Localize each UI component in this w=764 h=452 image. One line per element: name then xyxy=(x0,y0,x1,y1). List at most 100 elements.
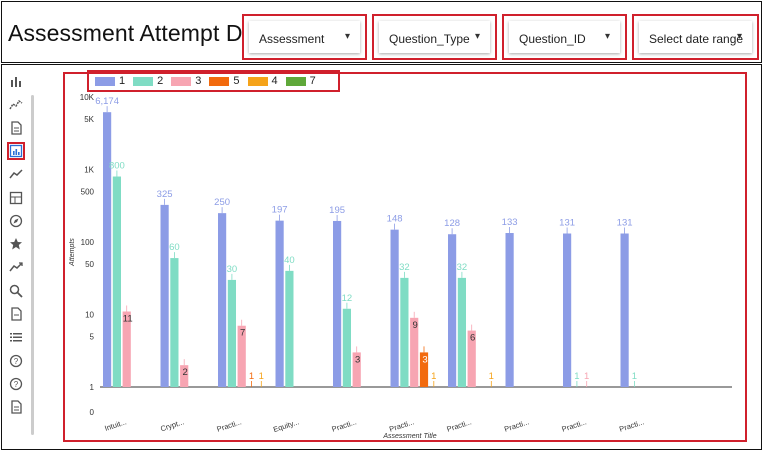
bar-series-2 xyxy=(227,279,236,387)
legend-label: 1 xyxy=(119,75,126,87)
date-range-filter[interactable]: Select date range ▾ xyxy=(632,14,759,60)
bar-data-label: 1 xyxy=(431,371,436,382)
legend-item-2[interactable]: 2 xyxy=(133,75,163,87)
question-type-dropdown[interactable]: Question_Type ▾ xyxy=(379,21,490,53)
sidebar-compass-button[interactable] xyxy=(7,212,25,230)
bar-data-label: 12 xyxy=(342,293,353,304)
chevron-down-icon: ▾ xyxy=(604,31,610,42)
bar-data-label: 1 xyxy=(574,371,579,382)
legend-item-7[interactable]: 7 xyxy=(285,75,316,87)
x-tick-label: Equity... xyxy=(272,417,300,434)
sidebar-document-button[interactable] xyxy=(7,119,25,137)
bar-series-2 xyxy=(400,277,409,387)
date-range-filter-label: Select date range xyxy=(649,32,744,46)
list-icon xyxy=(10,333,22,342)
sidebar-page-button[interactable] xyxy=(7,398,25,416)
y-tick-label: 100 xyxy=(81,238,95,247)
assessment-dropdown[interactable]: Assessment ▾ xyxy=(249,21,360,53)
legend-label: 4 xyxy=(271,75,278,87)
x-tick-label: Practi... xyxy=(388,417,415,433)
y-tick-label: 10 xyxy=(85,311,94,320)
question-id-filter[interactable]: Question_ID ▾ xyxy=(502,14,627,60)
bar-data-label: 133 xyxy=(502,217,518,228)
chart-container xyxy=(63,72,747,442)
line-chart-icon xyxy=(9,100,23,110)
sidebar-report-button[interactable] xyxy=(7,141,25,160)
bar-series-1 xyxy=(390,229,399,387)
bar-data-label: 800 xyxy=(109,161,125,172)
bar-series-1 xyxy=(218,213,227,387)
sidebar-star-button[interactable] xyxy=(7,235,25,253)
legend-item-5[interactable]: 5 xyxy=(209,75,240,87)
bar-data-label: 3 xyxy=(422,354,427,365)
bar-data-label: 6 xyxy=(470,333,475,344)
bar-data-label: 11 xyxy=(123,313,133,324)
sidebar-search-button[interactable] xyxy=(7,282,25,300)
bar-data-label: 1 xyxy=(632,371,637,382)
sidebar-list-button[interactable] xyxy=(7,328,25,346)
bar-data-label: 131 xyxy=(617,217,633,228)
bar-series-1 xyxy=(563,233,572,387)
legend-item-3[interactable]: 3 xyxy=(171,75,201,87)
sidebar-table-button[interactable] xyxy=(7,189,25,207)
legend-swatch xyxy=(95,76,115,86)
legend-item-1[interactable]: 1 xyxy=(95,75,125,87)
file-icon xyxy=(11,307,22,321)
sidebar-line-chart-button[interactable] xyxy=(7,95,25,113)
sidebar-help-button[interactable]: ? xyxy=(7,352,25,370)
bar-series-1 xyxy=(160,204,169,387)
chevron-down-icon: ▾ xyxy=(474,31,480,42)
sidebar-help-circle-button[interactable]: ? xyxy=(7,375,25,393)
bar-data-label: 250 xyxy=(214,197,230,208)
bar-series-3 xyxy=(122,311,131,387)
trending-up-icon xyxy=(9,262,23,272)
bar-data-label: 1 xyxy=(584,371,589,382)
bar-series-3 xyxy=(410,317,419,387)
question-id-filter-label: Question_ID xyxy=(519,32,586,46)
legend-swatch xyxy=(171,76,192,86)
sidebar-scrollbar[interactable] xyxy=(31,95,34,435)
help-icon: ? xyxy=(9,354,23,367)
star-icon xyxy=(10,238,22,250)
assessment-filter-label: Assessment xyxy=(259,32,325,46)
bar-series-2 xyxy=(285,270,294,387)
sidebar-trend-button[interactable] xyxy=(7,165,25,183)
bar-chart-icon xyxy=(11,77,21,87)
sidebar xyxy=(2,65,34,448)
bar-series-2 xyxy=(112,176,121,387)
sidebar-trending-up-button[interactable] xyxy=(7,258,25,276)
bar-data-label: 32 xyxy=(457,262,468,273)
legend-swatch xyxy=(285,76,306,86)
bar-series-1 xyxy=(620,233,629,387)
bar-data-label: 40 xyxy=(284,255,295,266)
bar-data-label: 195 xyxy=(329,205,345,216)
chevron-down-icon: ▾ xyxy=(736,31,742,42)
x-tick-label: Crypt... xyxy=(159,417,185,433)
bar-series-1 xyxy=(505,233,514,387)
question-id-dropdown[interactable]: Question_ID ▾ xyxy=(509,21,620,53)
y-tick-label: 1K xyxy=(84,166,94,175)
bar-data-label: 128 xyxy=(444,218,460,229)
sidebar-file-button[interactable] xyxy=(7,305,25,323)
bar-series-1 xyxy=(448,234,457,387)
assessment-filter[interactable]: Assessment ▾ xyxy=(242,14,367,60)
legend-item-4[interactable]: 4 xyxy=(247,75,278,87)
bar-series-1 xyxy=(333,220,342,387)
sidebar-bar-chart-button[interactable] xyxy=(7,72,25,90)
bar-series-1 xyxy=(275,220,284,387)
legend-label: 3 xyxy=(195,75,202,87)
bar-data-label: 9 xyxy=(413,320,418,331)
x-tick-label: Practi... xyxy=(618,417,645,433)
question-type-filter[interactable]: Question_Type ▾ xyxy=(372,14,497,60)
svg-text:?: ? xyxy=(14,380,19,389)
bar-series-2 xyxy=(457,277,466,387)
y-tick-label: 5 xyxy=(90,332,95,341)
bar-data-label: 2 xyxy=(183,367,188,378)
date-range-dropdown[interactable]: Select date range ▾ xyxy=(639,21,752,53)
x-tick-label: Practi... xyxy=(216,417,243,433)
bar-series-3 xyxy=(180,365,189,387)
bar-data-label: 1 xyxy=(489,371,494,382)
x-tick-label: Practi... xyxy=(331,417,358,433)
help-circle-icon: ? xyxy=(9,377,23,391)
